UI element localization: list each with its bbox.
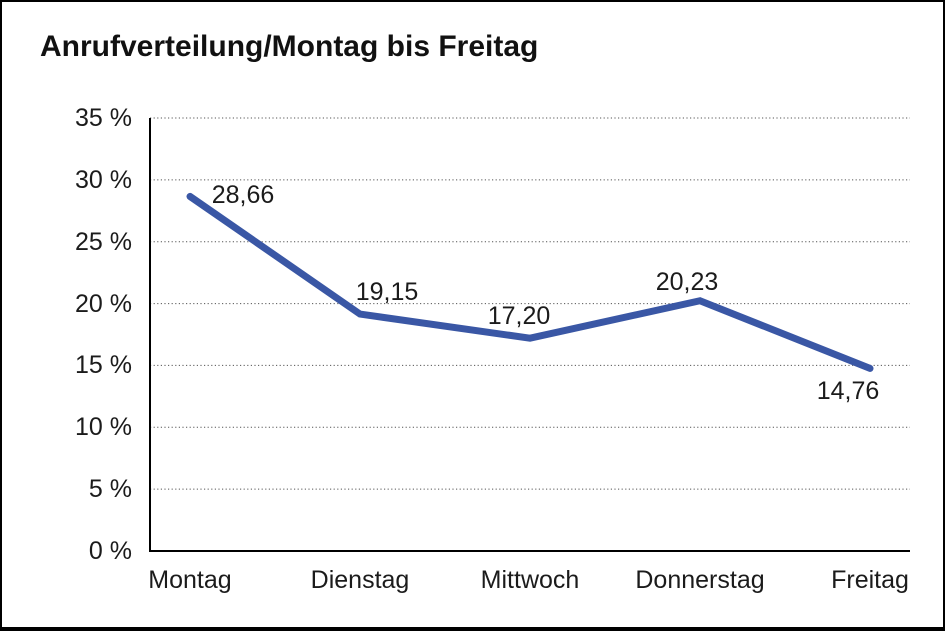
y-axis-tick-label: 0 % bbox=[88, 537, 132, 565]
data-point-label: 19,15 bbox=[355, 278, 419, 307]
series-line bbox=[186, 192, 874, 372]
y-axis-tick-label: 5 % bbox=[88, 475, 132, 504]
y-axis-tick-label: 20 % bbox=[75, 289, 132, 318]
y-axis-tick-label: 10 % bbox=[75, 413, 132, 442]
x-axis-category-label: Montag bbox=[148, 566, 232, 594]
data-point-label: 17,20 bbox=[487, 302, 551, 331]
y-axis-tick-label: 15 % bbox=[75, 351, 132, 380]
data-point-label: 20,23 bbox=[655, 267, 719, 296]
data-point-label: 14,76 bbox=[816, 377, 880, 406]
x-axis-category-label: Mittwoch bbox=[480, 566, 580, 594]
y-axis-tick-label: 25 % bbox=[75, 227, 132, 256]
x-axis-category-label: Dienstag bbox=[310, 566, 410, 594]
chart-title: Anrufverteilung/Montag bis Freitag bbox=[40, 30, 539, 63]
data-point-label: 28,66 bbox=[211, 181, 275, 210]
x-axis-category-label: Donnerstag bbox=[635, 566, 765, 594]
y-axis-tick-label: 30 % bbox=[75, 165, 132, 194]
x-axis-category-label: Freitag bbox=[831, 566, 909, 594]
y-axis-tick-label: 35 % bbox=[75, 104, 132, 132]
